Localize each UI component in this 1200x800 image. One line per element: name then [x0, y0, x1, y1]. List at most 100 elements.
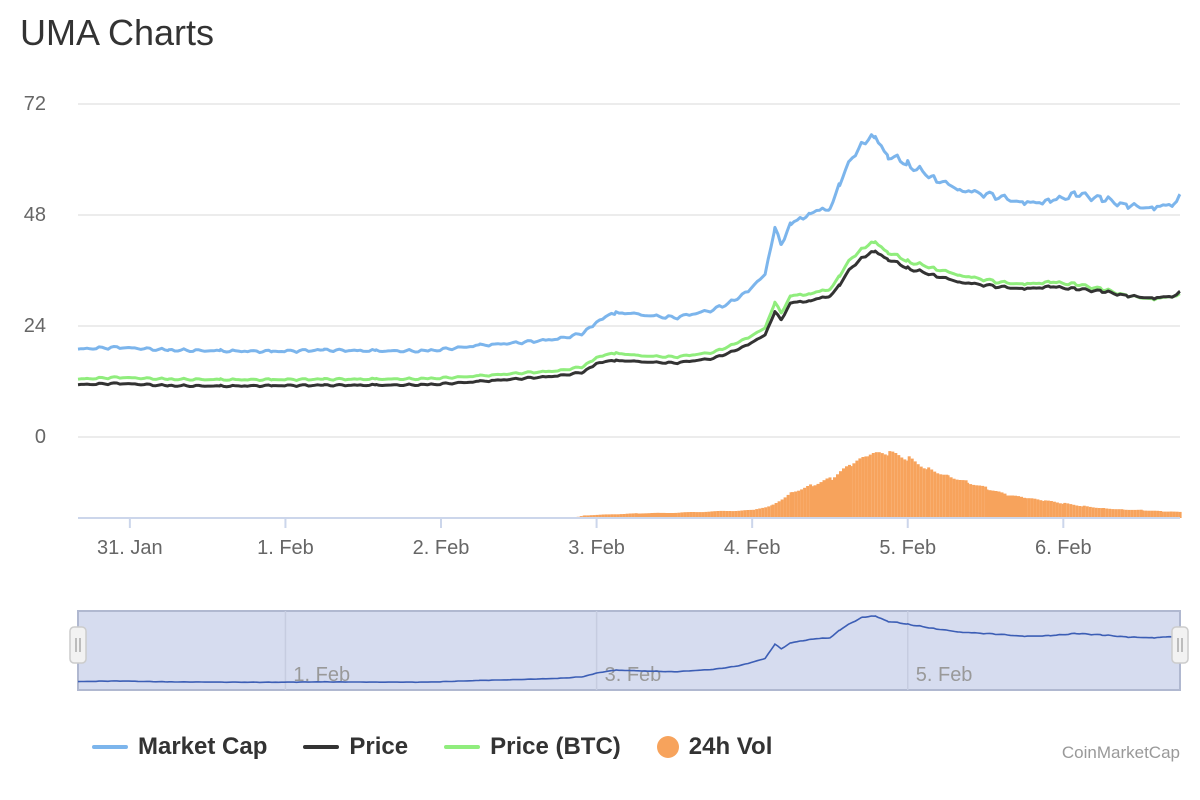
volume-bar — [871, 453, 875, 518]
volume-series[interactable] — [573, 451, 1182, 518]
volume-bar — [595, 514, 599, 518]
legend-item-price[interactable]: Price — [303, 733, 408, 761]
volume-bar — [794, 491, 798, 518]
navigator-series-line — [77, 615, 1181, 684]
x-tick-label: 5. Feb — [879, 537, 936, 559]
volume-bar — [822, 480, 826, 518]
volume-bar — [969, 484, 973, 518]
volume-bar — [1121, 509, 1125, 518]
volume-bar — [592, 515, 596, 518]
x-tick-label: 1. Feb — [257, 537, 314, 559]
volume-bar — [598, 514, 602, 518]
volume-bar — [1172, 511, 1176, 518]
volume-bar — [958, 480, 962, 518]
volume-bar — [1072, 504, 1076, 518]
line-series[interactable] — [77, 133, 1182, 389]
market-cap-line[interactable] — [77, 133, 1182, 355]
volume-bar — [903, 459, 907, 518]
volume-bar — [656, 512, 660, 518]
volume-bar — [707, 511, 711, 518]
volume-bar — [825, 478, 829, 518]
volume-bar — [734, 511, 738, 518]
volume-bar — [761, 507, 765, 518]
volume-bar — [806, 486, 810, 518]
price-btc-line[interactable] — [77, 240, 1181, 382]
volume-bar — [855, 460, 859, 518]
navigator-tick-label: 1. Feb — [293, 664, 350, 686]
volume-bar — [1052, 501, 1056, 518]
volume-bar — [858, 458, 862, 518]
volume-bar — [1178, 511, 1182, 518]
volume-bar — [771, 504, 775, 518]
volume-bar — [852, 463, 856, 518]
volume-bar — [1063, 502, 1067, 518]
volume-bar — [774, 503, 778, 518]
volume-bar — [894, 453, 898, 518]
navigator-tick-label: 5. Feb — [916, 664, 973, 686]
volume-bar — [919, 466, 923, 518]
volume-bar — [607, 514, 611, 518]
legend-swatch-price-btc — [444, 745, 481, 749]
legend-swatch-price — [303, 745, 340, 749]
volume-bar — [1108, 508, 1112, 518]
volume-bar — [1000, 492, 1004, 518]
price-line[interactable] — [77, 249, 1181, 389]
volume-bar — [1033, 498, 1037, 518]
volume-bar — [752, 509, 756, 518]
legend-label-24h-vol: 24h Vol — [688, 733, 773, 760]
volume-bar — [791, 492, 795, 518]
chart-canvas[interactable]: 31. Jan 1. Feb 2. Feb 3. Feb 4. Feb 5. Feb 6. … — [0, 0, 1200, 720]
volume-bar — [991, 490, 995, 518]
volume-bar — [604, 514, 608, 518]
legend-label-price-btc: Price (BTC) — [490, 733, 621, 760]
volume-bar — [888, 451, 892, 518]
volume-bar — [1036, 499, 1040, 518]
volume-bar — [1117, 509, 1121, 518]
volume-bar — [1005, 495, 1008, 518]
volume-bar — [743, 510, 747, 518]
volume-bar — [644, 513, 648, 518]
y-tick-label: 24 — [24, 315, 46, 337]
y-tick-label: 48 — [24, 204, 46, 226]
volume-bar — [622, 514, 626, 518]
x-tick-label: 2. Feb — [413, 537, 470, 559]
volume-bar — [1027, 498, 1031, 518]
volume-bar — [719, 510, 723, 518]
volume-bar — [1094, 507, 1098, 518]
volume-bar — [972, 484, 976, 518]
legend-item-price-btc[interactable]: Price (BTC) — [444, 733, 621, 761]
volume-bar — [764, 507, 768, 518]
volume-bar — [1075, 505, 1079, 518]
y-tick-label: 0 — [35, 426, 46, 448]
volume-bar — [836, 474, 839, 518]
volume-bar — [683, 512, 687, 518]
volume-bar — [783, 497, 787, 518]
volume-bar — [1133, 509, 1137, 518]
volume-bar — [936, 473, 940, 518]
x-tick-label: 6. Feb — [1035, 537, 1092, 559]
volume-bar — [586, 515, 590, 518]
volume-bar — [701, 512, 705, 518]
navigator[interactable]: 1. Feb 3. Feb 5. Feb — [69, 610, 1189, 691]
volume-bar — [1020, 496, 1023, 518]
volume-bar — [1046, 500, 1050, 518]
volume-bar — [1114, 509, 1118, 518]
volume-bar — [1160, 511, 1164, 518]
volume-bar — [910, 458, 914, 518]
legend-swatch-market-cap — [92, 745, 128, 749]
volume-bar — [816, 483, 820, 518]
legend-item-24h-vol[interactable]: 24h Vol — [656, 733, 773, 761]
chart-title: UMA Charts — [20, 12, 215, 53]
volume-bar — [740, 510, 744, 518]
volume-bar — [728, 511, 732, 518]
navigator-handle-right[interactable] — [1171, 626, 1189, 664]
volume-bar — [864, 456, 868, 518]
volume-bar — [1169, 511, 1173, 518]
volume-bar — [1069, 504, 1073, 518]
credit-link[interactable]: CoinMarketCap — [1061, 743, 1180, 762]
legend-item-market-cap[interactable]: Market Cap — [92, 733, 267, 761]
volume-bar — [613, 514, 617, 518]
volume-bar — [1088, 506, 1092, 518]
navigator-handle-left[interactable] — [69, 626, 87, 664]
volume-bar — [916, 464, 920, 518]
